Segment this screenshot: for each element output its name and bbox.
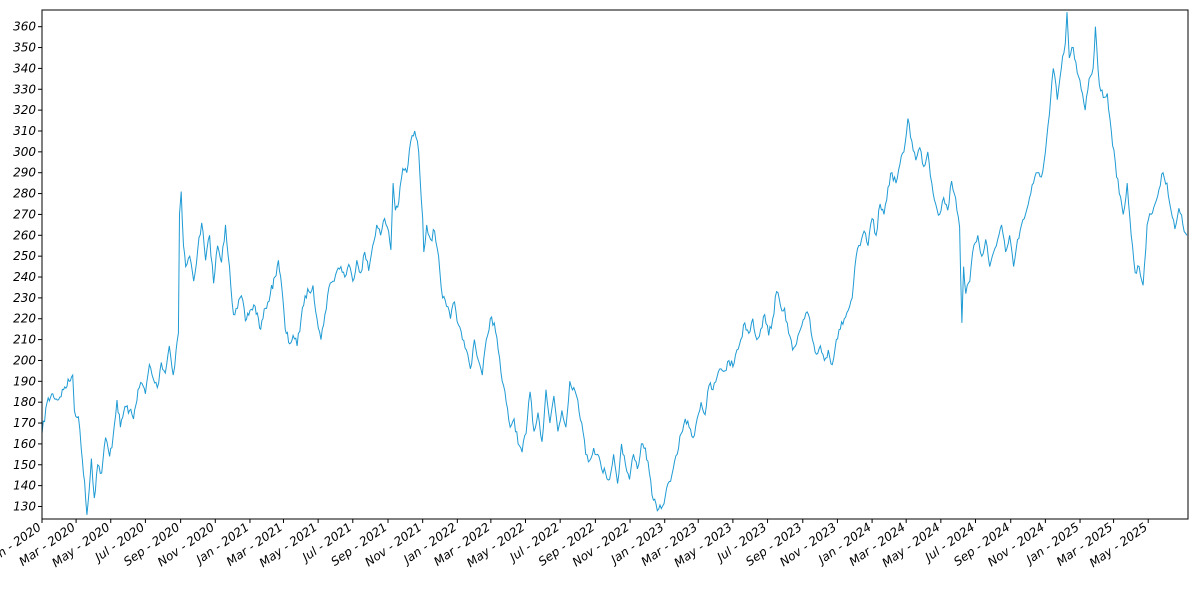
y-tick-label: 300 — [13, 145, 36, 159]
y-tick-label: 230 — [13, 291, 36, 305]
y-tick-label: 130 — [13, 499, 36, 513]
y-tick-label: 170 — [13, 416, 36, 430]
y-tick-label: 250 — [13, 249, 36, 263]
y-tick-label: 200 — [13, 353, 36, 367]
y-tick-label: 150 — [13, 458, 36, 472]
y-tick-label: 210 — [13, 333, 36, 347]
y-tick-label: 140 — [13, 479, 36, 493]
y-tick-label: 160 — [13, 437, 36, 451]
y-tick-label: 280 — [13, 187, 36, 201]
plot-frame — [41, 9, 1189, 520]
y-tick-label: 350 — [13, 41, 36, 55]
y-tick-label: 260 — [13, 228, 36, 242]
y-tick-label: 290 — [13, 166, 36, 180]
y-tick-label: 360 — [13, 20, 36, 34]
y-tick-label: 240 — [13, 270, 36, 284]
y-tick-label: 180 — [13, 395, 36, 409]
y-tick-label: 220 — [13, 312, 36, 326]
y-tick-label: 320 — [13, 103, 36, 117]
y-tick-label: 190 — [13, 374, 36, 388]
series-line — [41, 12, 1188, 515]
y-tick-label: 340 — [13, 61, 36, 75]
y-tick-label: 310 — [13, 124, 36, 138]
y-axis: 130 140 150 160 170 180 190 200 210 220 230 240 250 2… — [13, 20, 42, 513]
y-tick-label: 270 — [13, 207, 36, 221]
y-tick-label: 330 — [13, 82, 36, 96]
